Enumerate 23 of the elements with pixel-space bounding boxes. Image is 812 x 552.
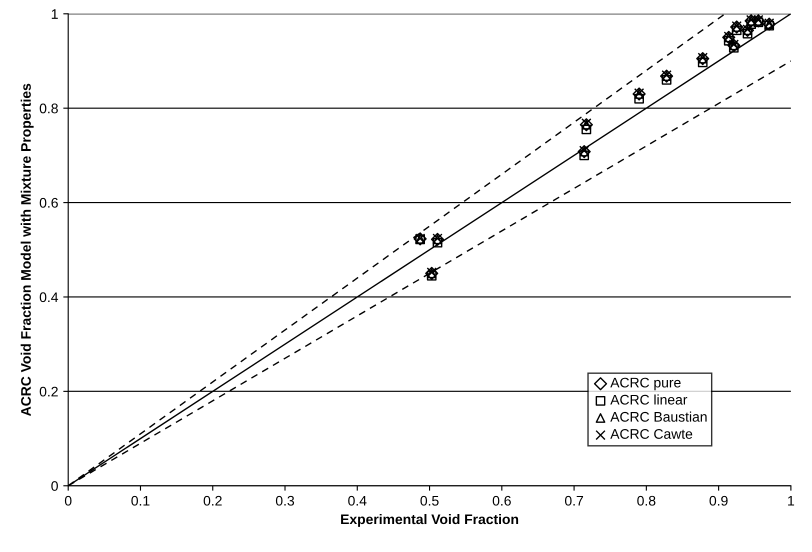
- x-tick-label: 0.7: [564, 496, 584, 506]
- x-tick-label: 0.6: [492, 496, 511, 506]
- legend-label: ACRC Baustian: [610, 412, 707, 422]
- x-tick-label: 0.5: [420, 496, 439, 506]
- x-tick-label: 0.1: [131, 496, 150, 506]
- y-tick-label: 0.2: [40, 386, 58, 397]
- x-tick-label: 0.9: [710, 496, 728, 506]
- y-tick-label: 1: [52, 9, 58, 19]
- x-tick-label: 0.8: [637, 496, 656, 506]
- x-tick-label: 0: [64, 496, 72, 506]
- y-tick-label: 0: [51, 481, 58, 491]
- legend-label: ACRC linear: [610, 394, 688, 405]
- y-tick-label: 0.6: [40, 198, 58, 208]
- legend-label: ACRC pure: [610, 378, 681, 390]
- legend-label: ACRC Cawte: [610, 429, 692, 439]
- x-tick-label: 0.3: [276, 496, 294, 506]
- y-tick-label: 0.4: [40, 292, 58, 302]
- y-tick-label: 0.8: [40, 104, 58, 114]
- x-tick-label: 1: [788, 496, 794, 506]
- x-tick-label: 0.2: [204, 496, 222, 506]
- x-axis-title: Experimental Void Fraction: [341, 514, 518, 527]
- y-axis-title: ACRC Void Fraction Model with Mixture Properties: [20, 84, 34, 416]
- x-tick-label: 0.4: [348, 496, 367, 506]
